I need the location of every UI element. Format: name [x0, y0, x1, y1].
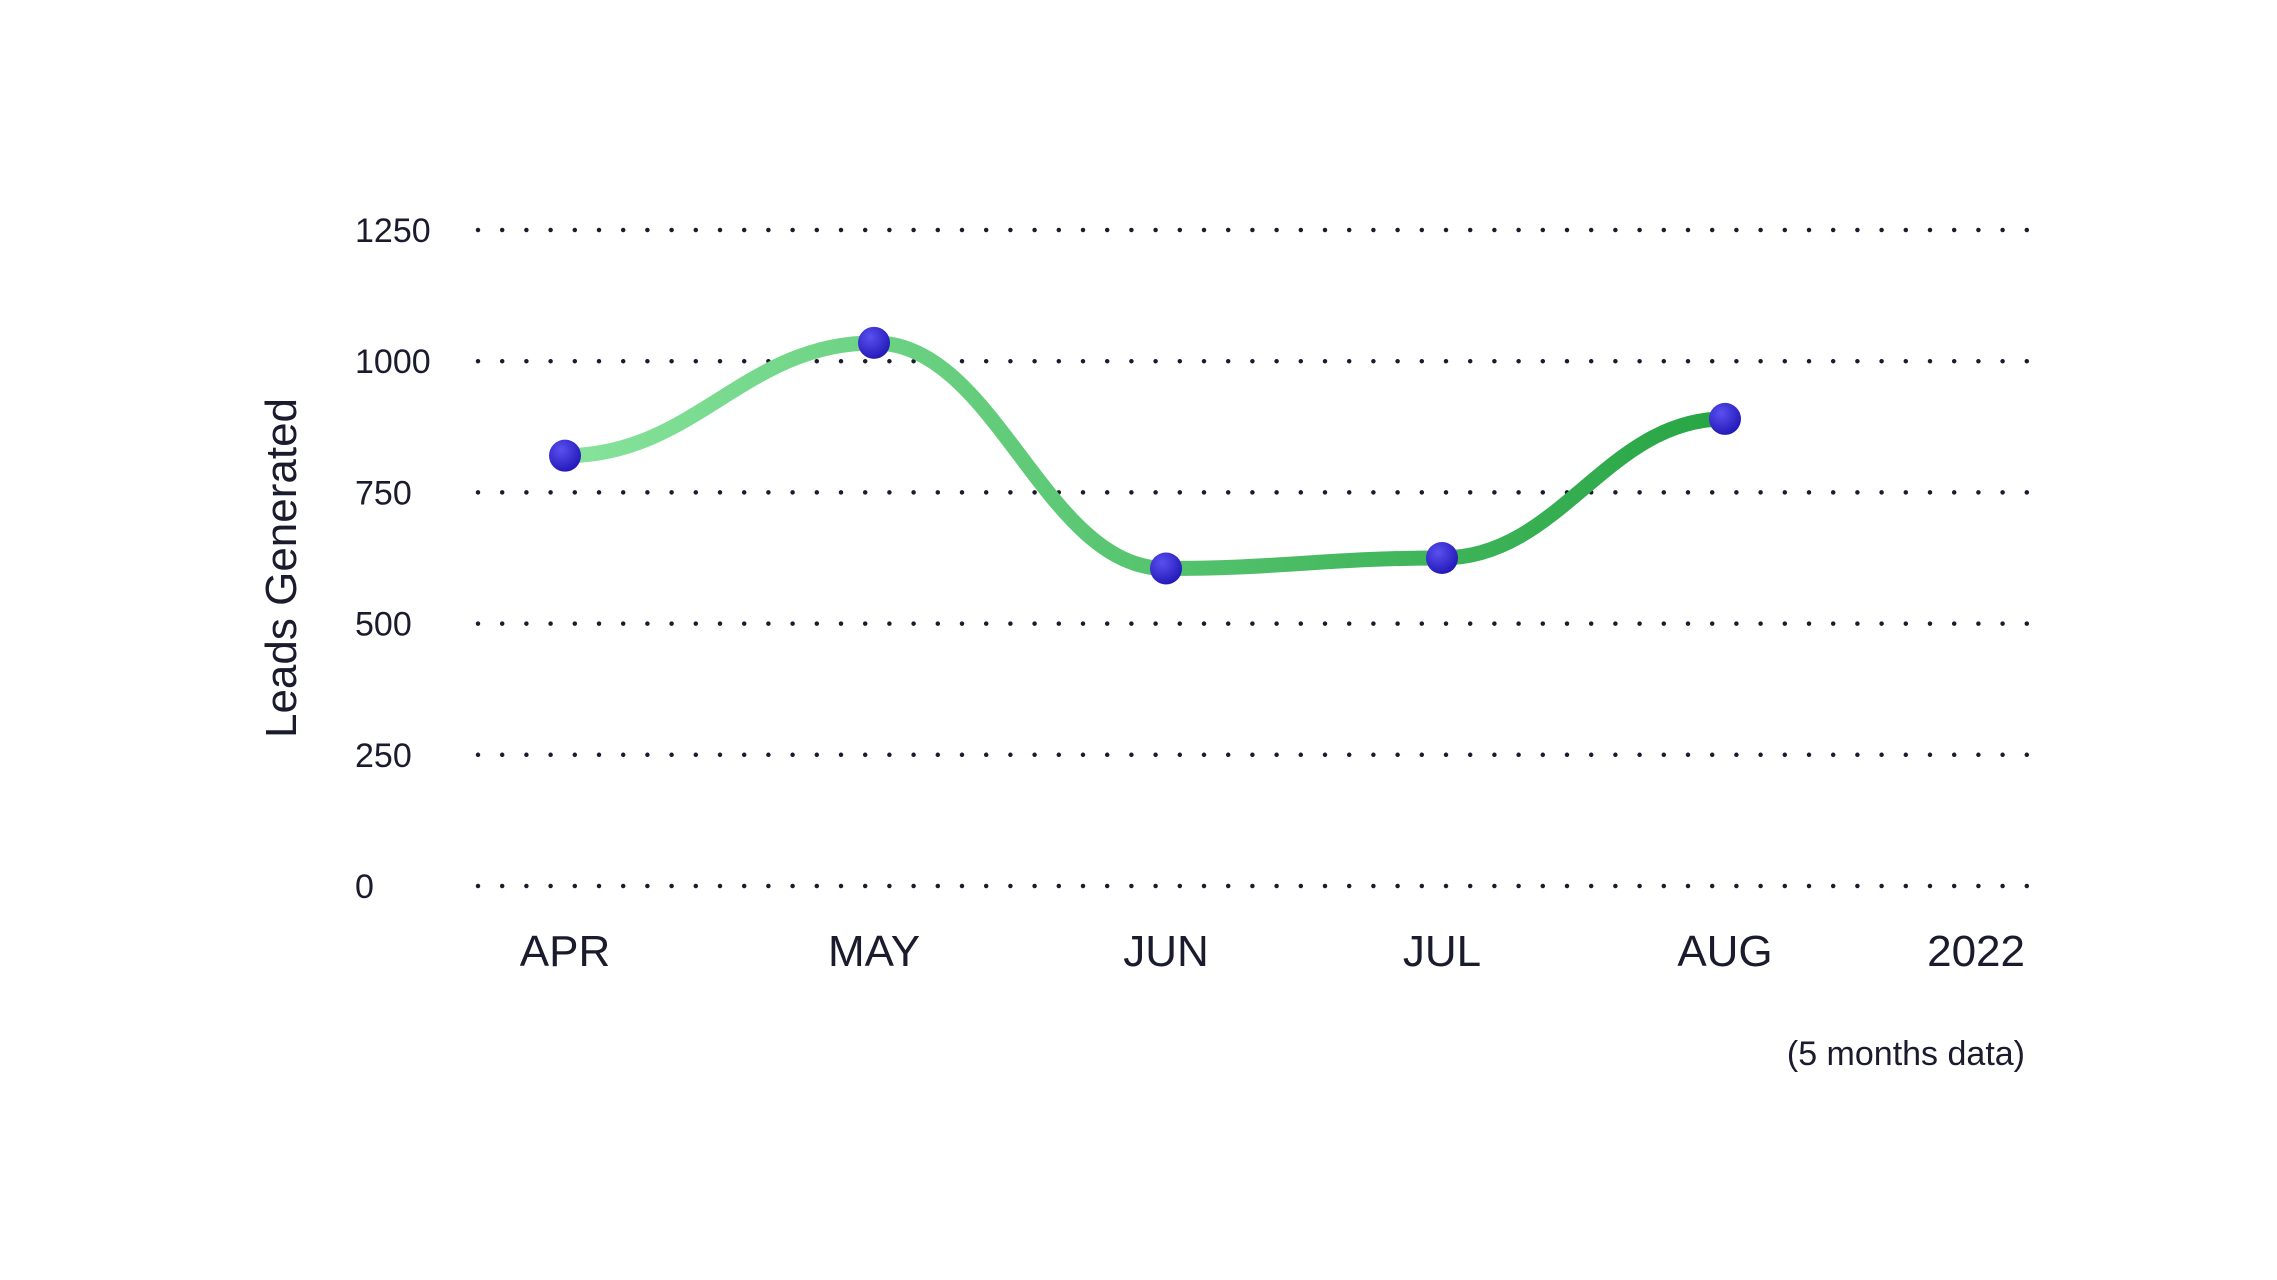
y-tick-label: 500 — [355, 606, 412, 644]
data-point-may — [858, 326, 890, 359]
year-label: 2022 — [1927, 927, 2025, 976]
data-point-jun — [1150, 552, 1182, 585]
y-tick-label: 0 — [355, 868, 374, 906]
y-axis-ticks: 0 250 500 750 1000 1250 — [355, 212, 431, 906]
data-point-aug — [1709, 402, 1741, 435]
data-points — [549, 326, 1741, 585]
data-note: (5 months data) — [1787, 1035, 2025, 1073]
x-category-label: JUN — [1123, 927, 1209, 976]
data-point-apr — [549, 439, 581, 472]
x-axis-categories: APR MAY JUN JUL AUG — [520, 927, 1773, 976]
y-tick-label: 250 — [355, 737, 412, 775]
y-tick-label: 1250 — [355, 212, 431, 250]
x-category-label: APR — [520, 927, 610, 976]
y-tick-label: 1000 — [355, 343, 431, 381]
y-tick-label: 750 — [355, 474, 412, 512]
x-category-label: AUG — [1677, 927, 1772, 976]
data-point-jul — [1426, 542, 1458, 574]
x-category-label: JUL — [1403, 927, 1481, 976]
y-axis-title: Leads Generated — [257, 398, 306, 738]
gridlines — [475, 227, 2030, 889]
x-category-label: MAY — [828, 927, 920, 976]
series-line — [557, 335, 1733, 576]
